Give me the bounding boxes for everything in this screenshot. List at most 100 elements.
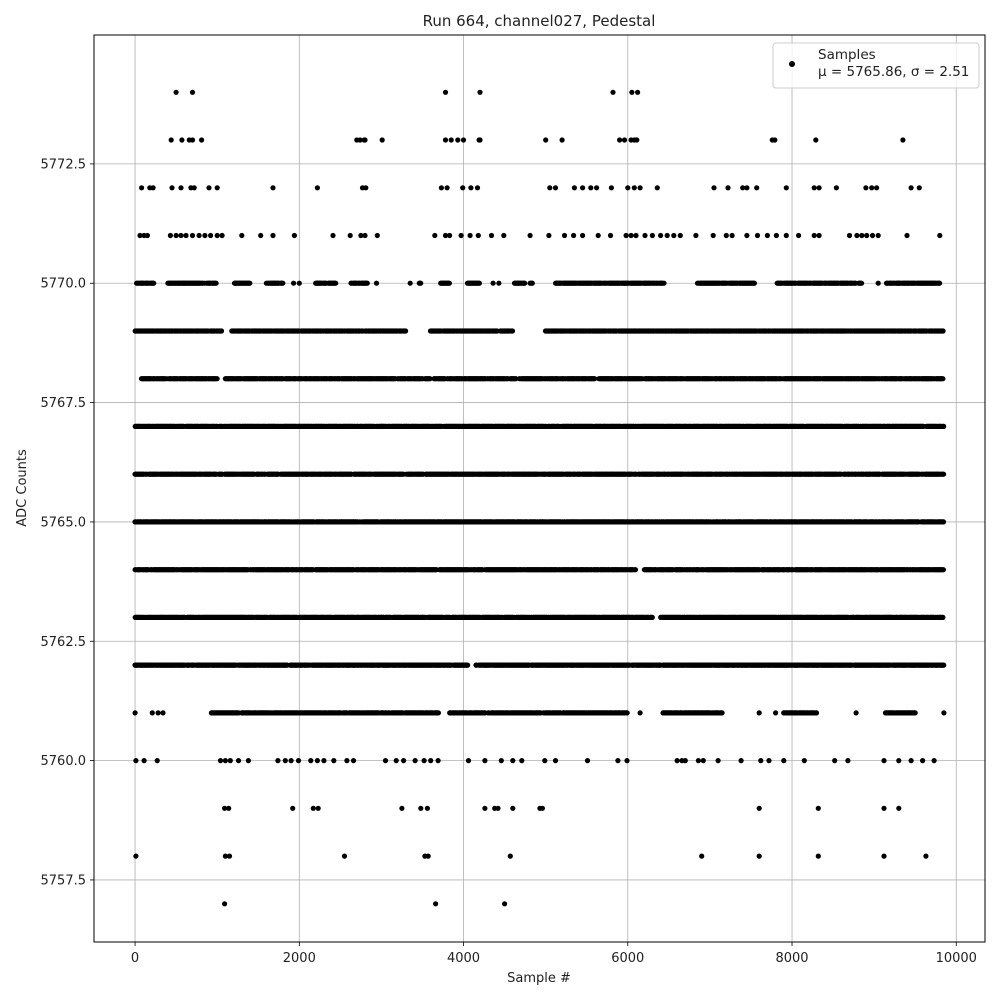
data-point xyxy=(571,232,577,239)
data-point xyxy=(900,137,906,143)
data-point xyxy=(859,280,865,286)
data-point xyxy=(710,232,716,239)
data-point xyxy=(189,137,196,143)
data-point xyxy=(571,185,578,191)
data-point xyxy=(347,232,353,239)
data-point xyxy=(444,185,450,191)
data-point xyxy=(219,232,225,239)
data-point xyxy=(875,232,881,239)
data-point xyxy=(552,185,559,191)
data-point xyxy=(625,185,631,191)
data-point xyxy=(181,280,187,286)
data-point xyxy=(658,232,664,239)
data-point xyxy=(460,185,466,191)
data-point xyxy=(607,232,614,239)
data-point xyxy=(773,232,780,239)
data-point xyxy=(214,232,220,239)
data-point xyxy=(740,185,746,191)
data-point xyxy=(634,137,640,143)
data-point xyxy=(623,232,629,239)
data-point xyxy=(811,185,817,191)
data-point xyxy=(206,185,212,191)
data-point xyxy=(475,232,481,239)
data-point xyxy=(501,232,507,239)
data-point xyxy=(467,232,473,239)
data-point xyxy=(169,185,175,191)
data-point xyxy=(239,232,245,239)
data-point xyxy=(447,232,453,239)
data-point xyxy=(374,232,380,239)
data-point xyxy=(772,137,778,143)
data-point xyxy=(213,280,219,286)
data-point xyxy=(442,89,449,95)
data-point xyxy=(940,376,946,382)
data-point xyxy=(629,89,635,95)
data-point xyxy=(455,137,461,143)
data-point xyxy=(693,232,699,239)
data-point xyxy=(196,232,202,239)
data-point xyxy=(859,232,865,239)
data-point xyxy=(941,471,947,477)
data-point xyxy=(751,280,758,286)
data-point xyxy=(139,185,145,191)
data-point xyxy=(863,185,869,191)
data-point xyxy=(631,185,637,191)
data-point xyxy=(477,89,483,95)
data-point xyxy=(940,328,946,334)
data-point xyxy=(874,185,880,191)
data-point xyxy=(232,280,238,286)
data-point xyxy=(151,280,157,286)
data-point xyxy=(559,137,565,143)
data-point xyxy=(783,185,789,191)
data-point xyxy=(333,280,339,286)
data-point xyxy=(270,185,276,191)
data-point xyxy=(208,232,214,239)
data-point xyxy=(468,185,474,191)
data-point xyxy=(864,232,870,239)
data-point xyxy=(796,232,802,239)
data-point xyxy=(580,232,586,239)
data-point xyxy=(379,137,385,143)
data-point xyxy=(167,232,173,239)
data-point xyxy=(214,185,220,191)
data-point xyxy=(937,232,943,239)
chart-title: Run 664, channel027, Pedestal xyxy=(423,12,656,30)
data-point xyxy=(816,232,822,239)
data-point xyxy=(764,232,771,239)
data-point xyxy=(908,185,914,191)
data-point xyxy=(179,137,185,143)
data-point xyxy=(296,280,302,286)
data-point xyxy=(214,376,220,382)
data-point xyxy=(580,185,586,191)
data-points xyxy=(132,89,947,907)
data-point xyxy=(330,232,336,239)
data-point xyxy=(941,423,947,429)
data-point xyxy=(191,185,197,191)
data-point xyxy=(314,185,320,191)
data-point xyxy=(649,232,656,239)
data-point xyxy=(202,232,208,239)
data-point xyxy=(477,137,483,143)
data-point xyxy=(671,232,677,239)
data-point xyxy=(588,185,594,191)
data-point xyxy=(869,232,876,239)
data-point xyxy=(904,232,910,239)
data-point xyxy=(247,280,253,286)
data-point xyxy=(150,185,156,191)
data-point xyxy=(725,185,731,191)
data-point xyxy=(418,280,424,286)
data-point xyxy=(833,185,840,191)
data-point xyxy=(723,232,729,239)
data-point xyxy=(189,232,196,239)
data-point xyxy=(916,185,922,191)
data-point xyxy=(617,137,623,143)
data-point xyxy=(896,280,902,286)
data-point xyxy=(474,185,481,191)
data-point xyxy=(661,280,667,286)
data-point xyxy=(610,89,616,95)
data-point xyxy=(664,232,670,239)
data-point xyxy=(442,232,449,239)
data-point xyxy=(438,185,444,191)
